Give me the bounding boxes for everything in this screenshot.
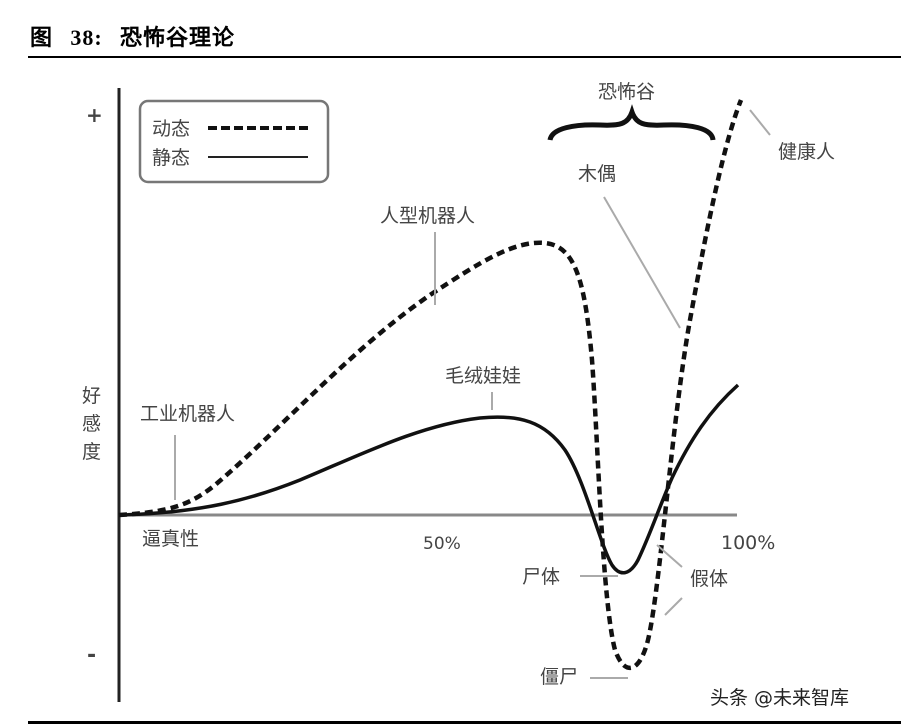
annotation-stuffed: 毛绒娃娃 — [445, 365, 521, 387]
annotation-industrial: 工业机器人 — [140, 403, 235, 425]
annotation-corpse: 尸体 — [522, 566, 560, 588]
static-curve — [118, 383, 740, 575]
annotation-healthy: 健康人 — [778, 141, 835, 163]
valley-bracket — [547, 104, 716, 141]
legend-static-label: 静态 — [152, 147, 190, 169]
legend-dynamic-label: 动态 — [152, 118, 190, 140]
figure-title-number: 38: — [70, 25, 103, 50]
annotation-zombie: 僵尸 — [540, 666, 578, 688]
watermark: 头条 @未来智库 — [710, 687, 850, 709]
annotation-prosthetic: 假体 — [690, 568, 728, 590]
bottom-rule — [28, 721, 901, 724]
ylabel-char-3: 度 — [82, 441, 101, 463]
xlabel: 逼真性 — [142, 528, 199, 550]
x-tick-50: 50% — [423, 534, 461, 554]
ylabel-char-1: 好 — [82, 385, 101, 407]
x-tick-100: 100% — [721, 532, 775, 554]
y-minus-mark: - — [87, 643, 96, 668]
annotation-puppet: 木偶 — [578, 163, 616, 185]
ylabel-char-2: 感 — [82, 413, 101, 435]
leader-healthy — [749, 109, 771, 136]
legend: 动态 静态 — [138, 99, 330, 184]
leader-prosthetic-static — [656, 544, 683, 568]
dynamic-curve — [118, 99, 744, 671]
leader-prosthetic-dynamic — [664, 597, 683, 616]
top-rule — [28, 56, 901, 58]
leader-puppet — [603, 196, 681, 329]
figure-title-prefix: 图 — [30, 25, 54, 51]
valley-label: 恐怖谷 — [598, 81, 655, 103]
annotation-humanoid: 人型机器人 — [380, 205, 475, 227]
y-plus-mark: + — [86, 103, 103, 127]
figure-title-text: 恐怖谷理论 — [120, 25, 236, 51]
figure-title: 图 38: 恐怖谷理论 — [30, 20, 235, 52]
